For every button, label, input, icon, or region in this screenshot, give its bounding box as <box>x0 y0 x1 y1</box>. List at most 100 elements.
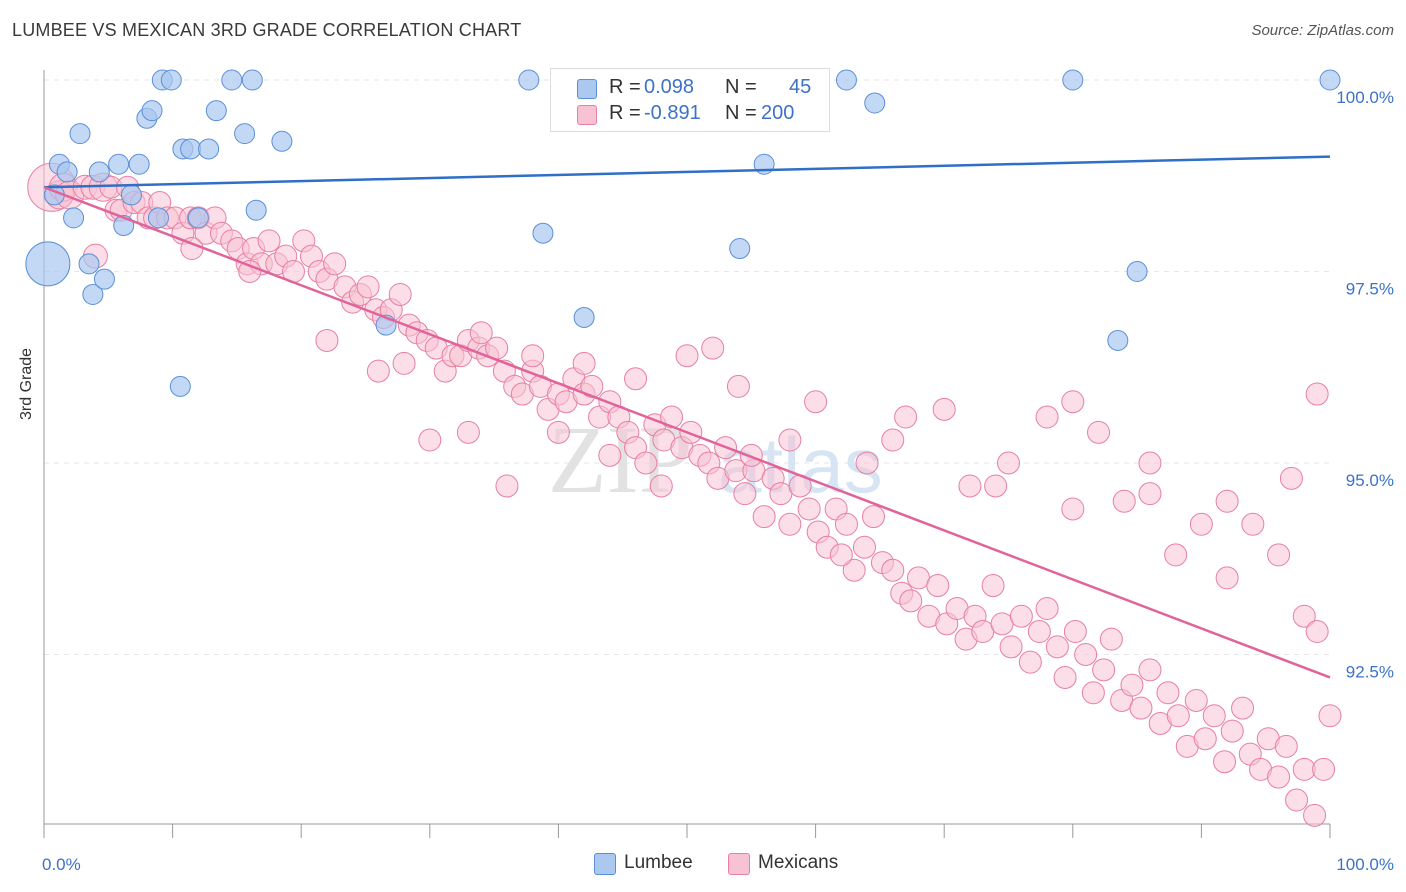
r-value: 0.098 <box>644 76 695 98</box>
mexicans-point <box>392 351 416 375</box>
mexicans-point <box>984 474 1008 498</box>
mexicans-point <box>981 574 1005 598</box>
legend-label-lumbee: Lumbee <box>624 852 693 873</box>
mexicans-point <box>1092 658 1116 682</box>
mexicans-point <box>1053 665 1077 689</box>
mexicans-point <box>797 497 821 521</box>
r-label: R = <box>609 76 641 98</box>
lumbee-point <box>1107 329 1129 351</box>
mexicans-point <box>366 359 390 383</box>
mexicans-point <box>1193 727 1217 751</box>
mexicans-point <box>495 474 519 498</box>
mexicans-point <box>1035 597 1059 621</box>
mexicans-point <box>1138 658 1162 682</box>
mexicans-point <box>1305 382 1329 406</box>
mexicans-point <box>679 420 703 444</box>
mexicans-point <box>1285 788 1309 812</box>
mexicans-point <box>852 535 876 559</box>
mexicans-point <box>1215 489 1239 513</box>
lumbee-point <box>63 207 85 229</box>
mexicans-point <box>1018 650 1042 674</box>
lumbee-point <box>128 153 150 175</box>
mexicans-point <box>315 328 339 352</box>
mexicans-point <box>649 474 673 498</box>
mexicans-point <box>598 443 622 467</box>
mexicans-point <box>1220 719 1244 743</box>
mexicans-point <box>1189 512 1213 536</box>
mexicans-point <box>1099 627 1123 651</box>
mexicans-point <box>997 451 1020 475</box>
mexicans-point <box>634 451 658 475</box>
x-tick-label-min: 0.0% <box>42 855 81 874</box>
mexicans-point <box>932 397 956 421</box>
r-value: -0.891 <box>644 102 701 124</box>
n-label: N = <box>725 76 757 98</box>
mexicans-point <box>1027 620 1051 644</box>
mexicans-point <box>739 443 763 467</box>
mexicans-point <box>958 474 982 498</box>
lumbee-point <box>241 69 263 91</box>
mexicans-point <box>1184 688 1208 712</box>
mexicans-point <box>1215 566 1239 590</box>
lumbee-point <box>1319 69 1341 91</box>
mexicans-point <box>881 428 905 452</box>
n-value: 200 <box>761 102 795 124</box>
mexicans-point <box>861 505 885 529</box>
mexicans-point <box>418 428 442 452</box>
lumbee-point <box>25 241 71 287</box>
lumbee-point <box>108 153 130 175</box>
mexicans-point <box>1138 482 1162 506</box>
mexicans-point <box>701 336 725 360</box>
mexicans-point <box>1035 405 1059 429</box>
lumbee-point <box>1126 261 1148 282</box>
mexicans-point <box>521 344 545 368</box>
mexicans-point <box>546 420 570 444</box>
mexicans-point <box>1267 543 1291 567</box>
lumbee-point <box>532 222 554 244</box>
lumbee-legend-swatch <box>594 853 616 875</box>
mexicans-point <box>999 635 1023 659</box>
mexicans-point <box>1129 696 1153 720</box>
mexicans-swatch <box>577 105 597 125</box>
mexicans-points <box>27 162 1342 827</box>
mexicans-point <box>1303 803 1327 827</box>
lumbee-point <box>56 161 78 183</box>
mexicans-trend-line <box>43 186 1331 679</box>
y-tick-label: 97.5% <box>1346 280 1394 299</box>
mexicans-point <box>572 351 596 375</box>
lumbee-point <box>271 130 293 152</box>
mexicans-point <box>257 229 281 253</box>
mexicans-point <box>804 390 828 414</box>
mexicans-point <box>899 589 923 613</box>
mexicans-point <box>769 482 793 506</box>
mexicans-point <box>926 574 950 598</box>
mexicans-point <box>388 282 412 306</box>
mexicans-point <box>1279 466 1303 490</box>
mexicans-point <box>323 252 347 276</box>
n-label: N = <box>725 102 757 124</box>
mexicans-point <box>829 543 853 567</box>
mexicans-point <box>1213 750 1237 774</box>
mexicans-point <box>906 566 930 590</box>
mexicans-point <box>1164 543 1188 567</box>
mexicans-point <box>1274 734 1298 758</box>
lumbee-point <box>729 238 751 260</box>
lumbee-point <box>245 199 267 221</box>
mexicans-point <box>1045 635 1069 659</box>
chart-title: LUMBEE VS MEXICAN 3RD GRADE CORRELATION … <box>12 20 522 40</box>
r-label: R = <box>609 102 641 124</box>
lumbee-point <box>518 69 540 91</box>
stats-legend: R = 0.098 N = 45 R = -0.891 N = 200 <box>550 68 830 132</box>
mexicans-point <box>456 420 480 444</box>
x-tick-label-max: 100.0% <box>1336 855 1394 874</box>
y-tick-label: 100.0% <box>1336 88 1394 107</box>
lumbee-point <box>221 69 243 91</box>
source-credit: Source: ZipAtlas.com <box>1251 22 1394 39</box>
mexicans-point <box>855 451 879 475</box>
tick-labels: 92.5% 95.0% 97.5% 100.0% 0.0% 100.0% <box>42 88 1394 874</box>
mexicans-point <box>842 558 866 582</box>
lumbee-point <box>88 161 110 183</box>
lumbee-swatch <box>577 79 597 99</box>
mexicans-point <box>660 405 684 429</box>
stats-row-lumbee: R = 0.098 N = 45 <box>551 74 829 102</box>
